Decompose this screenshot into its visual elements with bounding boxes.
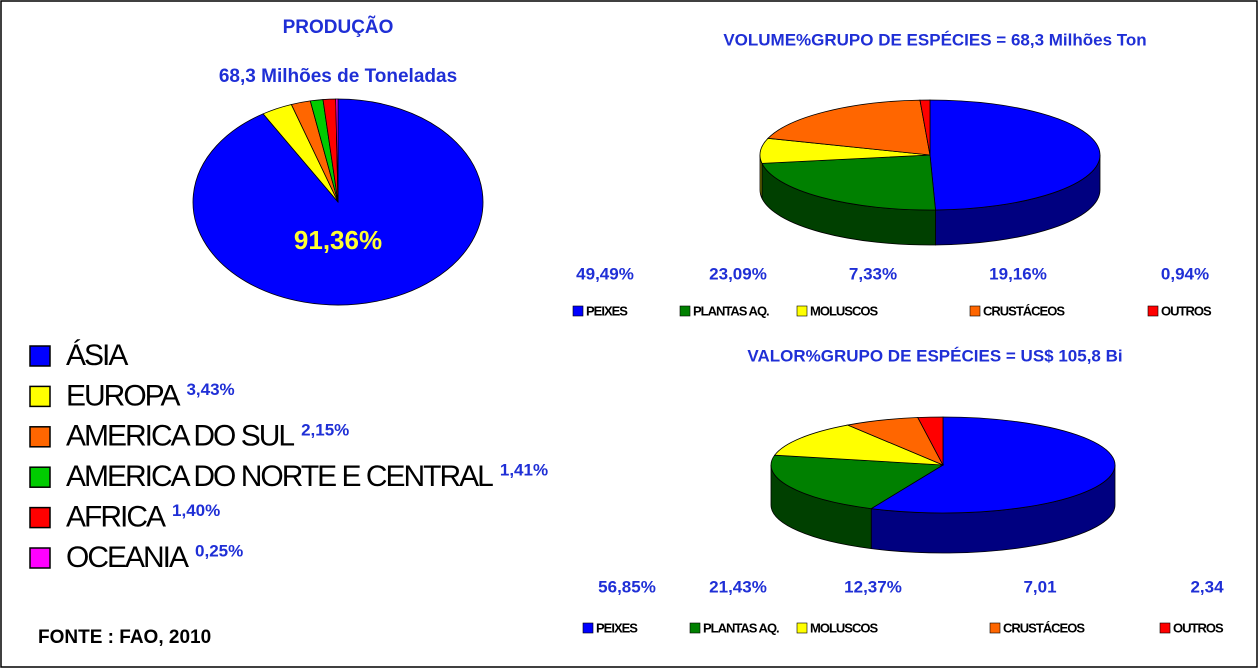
pie-slice — [192, 98, 484, 306]
pie-slice — [917, 416, 944, 466]
legend-swatch — [1147, 305, 1159, 317]
data-label: 3,43% — [186, 380, 234, 399]
data-label: 0,94% — [1161, 264, 1209, 283]
legend-swatch — [29, 385, 51, 408]
chart-subtitle: 68,3 Milhões de Toneladas — [219, 66, 457, 87]
legend-swatch — [29, 345, 51, 367]
legend-swatch — [29, 426, 51, 448]
data-label: 7,01 — [1023, 577, 1056, 596]
legend-swatch — [969, 305, 981, 317]
legend-swatch — [689, 622, 701, 634]
legend-label: AMERICA DO SUL — [66, 420, 294, 453]
pie-slice — [870, 416, 1116, 514]
legend-swatch — [1159, 622, 1171, 634]
legend-label: PEIXES — [596, 620, 638, 635]
pie-slice — [773, 424, 944, 466]
data-label: 49,49% — [576, 264, 634, 283]
pie-slice — [335, 98, 339, 203]
legend-label: PEIXES — [586, 303, 628, 318]
data-label: 1,41% — [500, 461, 548, 480]
legend-label: OUTROS — [1173, 620, 1224, 635]
legend-label: MOLUSCOS — [810, 620, 878, 635]
source: FONTE : FAO, 2010 — [38, 627, 211, 648]
pie-slice — [929, 99, 1101, 211]
data-label: 56,85% — [598, 577, 656, 596]
chart-title: PRODUÇÃO — [283, 16, 394, 38]
pie-slice — [770, 454, 945, 510]
data-label: 0,25% — [195, 541, 243, 560]
legend-label: EUROPA — [66, 379, 180, 412]
data-label: 23,09% — [709, 264, 767, 283]
legend-swatch — [796, 305, 808, 317]
legend-label: OUTROS — [1161, 303, 1212, 318]
chart-title: VALOR%GRUPO DE ESPÉCIES = US$ 105,8 Bi — [747, 346, 1122, 365]
chart-title: VOLUME%GRUPO DE ESPÉCIES = 68,3 Milhões … — [723, 30, 1146, 49]
legend-swatch — [29, 466, 51, 488]
pie-slice — [767, 99, 931, 156]
data-label: 2,15% — [301, 420, 349, 439]
legend-swatch — [582, 622, 594, 634]
legend-label: CRUSTÁCEOS — [983, 303, 1065, 318]
pie-slice — [761, 154, 936, 211]
legend-label: ÁSIA — [66, 339, 128, 372]
legend-swatch — [572, 305, 584, 317]
data-label: 2,34 — [1190, 577, 1224, 596]
legend-swatch — [679, 305, 691, 317]
legend-label: OCEANIA — [66, 541, 189, 574]
legend-label: PLANTAS AQ. — [703, 620, 779, 635]
legend-label: PLANTAS AQ. — [693, 303, 769, 318]
legend-label: CRUSTÁCEOS — [1003, 620, 1085, 635]
data-label: 1,40% — [172, 501, 220, 520]
data-label: 7,33% — [849, 264, 897, 283]
legend-swatch — [29, 547, 51, 569]
legend-swatch — [989, 622, 1001, 634]
data-label: 21,43% — [709, 577, 767, 596]
pie-slice — [919, 99, 931, 156]
data-label: 19,16% — [989, 264, 1047, 283]
legend-swatch — [29, 506, 51, 529]
legend-label: AFRICA — [66, 501, 166, 534]
legend-label: MOLUSCOS — [810, 303, 878, 318]
data-label: 12,37% — [844, 577, 902, 596]
legend-label: AMERICA DO NORTE E CENTRAL — [66, 460, 493, 493]
legend-swatch — [796, 622, 808, 634]
data-label: 91,36% — [294, 225, 382, 255]
